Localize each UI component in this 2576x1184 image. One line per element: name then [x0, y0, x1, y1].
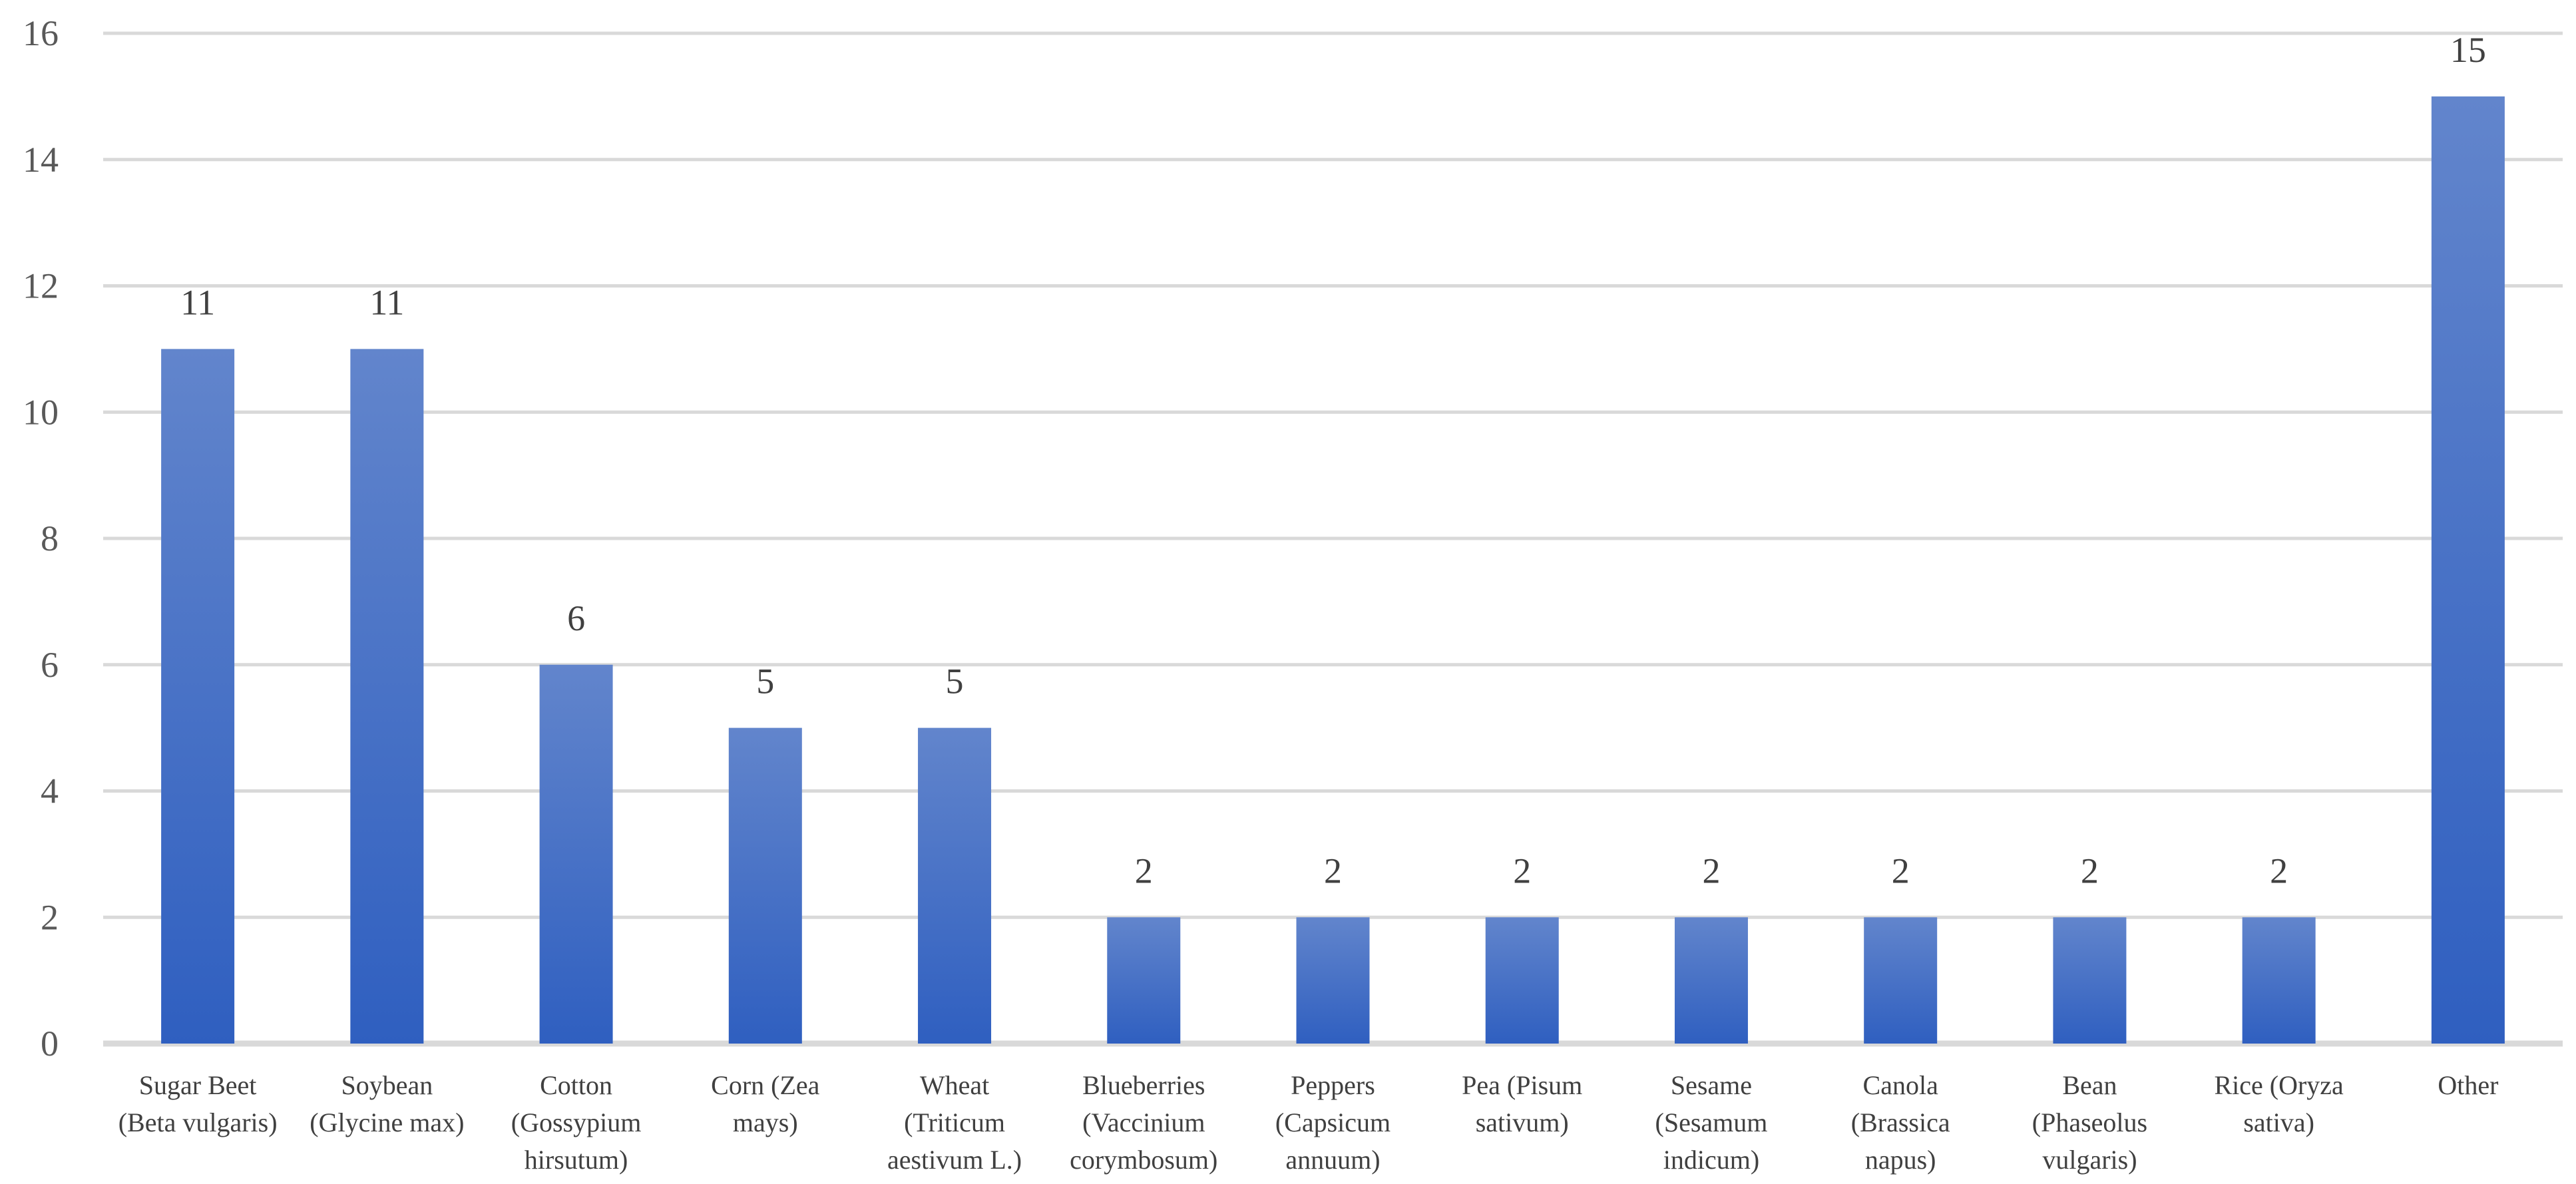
y-tick-label: 8 [41, 518, 59, 558]
y-tick-label: 6 [41, 645, 59, 685]
data-label: 2 [1702, 851, 1720, 890]
category-label: Bean (Phaseolus vulgaris) [2032, 1070, 2147, 1175]
data-label: 15 [2450, 30, 2486, 70]
y-tick-label: 2 [41, 897, 59, 937]
data-label: 2 [2270, 851, 2288, 890]
bar [2242, 917, 2316, 1044]
category-label: Cotton (Gossypium hirsutum) [511, 1070, 642, 1175]
data-labels: 11 11 6 5 5 2 2 2 2 2 2 2 15 [180, 30, 2486, 890]
data-label: 11 [180, 282, 215, 322]
category-label: Sugar Beet (Beta vulgaris) [118, 1070, 278, 1137]
bar [2053, 917, 2127, 1044]
data-label: 2 [1324, 851, 1342, 890]
bar [1107, 917, 1181, 1044]
y-tick-label: 14 [23, 140, 59, 180]
y-tick-label: 10 [23, 392, 59, 432]
y-tick-label: 16 [23, 13, 59, 53]
gridlines [103, 31, 2563, 1047]
data-label: 11 [369, 282, 404, 322]
category-label: Peppers (Capsicum annuum) [1275, 1070, 1391, 1175]
bar [918, 727, 992, 1044]
bar [1485, 917, 1559, 1044]
category-label: Other [2438, 1070, 2498, 1100]
category-label: Sesame (Sesamum indicum) [1655, 1070, 1768, 1175]
x-axis-categories: Sugar Beet (Beta vulgaris) Soybean (Glycine… [118, 1070, 2499, 1175]
data-label: 2 [2081, 851, 2099, 890]
bar [1296, 917, 1370, 1044]
y-axis-ticks: 0 2 4 6 8 10 12 14 16 [23, 13, 59, 1064]
category-label: Rice (Oryza sativa) [2214, 1070, 2344, 1137]
bar [350, 349, 424, 1044]
data-label: 2 [1892, 851, 1910, 890]
bar [2431, 96, 2505, 1044]
bar [161, 349, 235, 1044]
y-tick-label: 4 [41, 771, 59, 811]
y-tick-label: 0 [41, 1024, 59, 1064]
bar [1864, 917, 1938, 1044]
category-label: Pea (Pisum sativum) [1462, 1070, 1582, 1137]
data-label: 2 [1513, 851, 1531, 890]
bar [1674, 917, 1748, 1044]
y-tick-label: 12 [23, 266, 59, 306]
data-label: 5 [756, 662, 774, 701]
category-label: Blueberries (Vaccinium corymbosum) [1070, 1070, 1217, 1175]
bar [539, 664, 613, 1044]
bars [161, 96, 2505, 1044]
bar [728, 727, 802, 1044]
category-label: Wheat (Triticum aestivum L.) [887, 1070, 1022, 1175]
data-label: 6 [567, 598, 585, 638]
category-label: Canola (Brassica napus) [1851, 1070, 1950, 1175]
category-label: Soybean (Glycine max) [310, 1070, 464, 1137]
data-label: 5 [946, 662, 964, 701]
category-label: Corn (Zea mays) [711, 1070, 820, 1137]
data-label: 2 [1135, 851, 1153, 890]
